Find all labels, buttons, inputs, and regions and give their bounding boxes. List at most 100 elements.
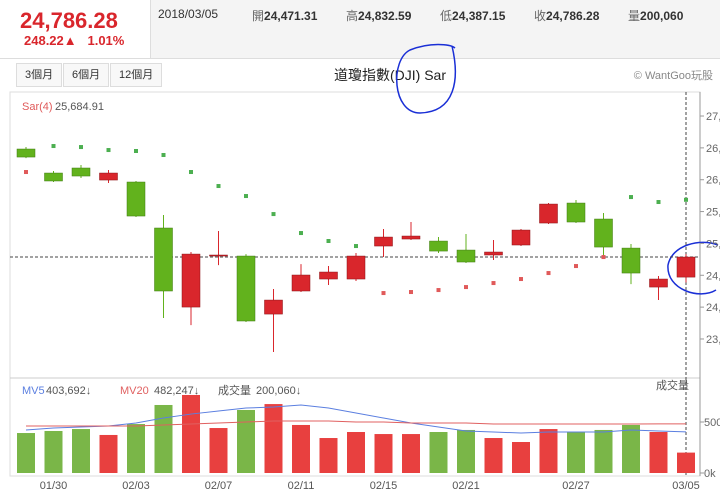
volume-bar bbox=[44, 430, 63, 473]
field-label: 開 bbox=[252, 9, 265, 23]
quote-field: 低24,387.15 bbox=[440, 7, 505, 24]
candle-body bbox=[319, 271, 338, 280]
sar-dot bbox=[491, 281, 496, 286]
y-tick-label: 500k bbox=[704, 417, 720, 429]
quote-field: 收24,786.28 bbox=[534, 7, 599, 24]
sar-dot bbox=[354, 244, 358, 249]
volume-bar bbox=[72, 429, 90, 473]
volume-bar bbox=[374, 434, 393, 473]
candle-body bbox=[181, 253, 201, 308]
volume-bar bbox=[319, 438, 338, 473]
sar-dot bbox=[464, 285, 468, 290]
y-tick-label: 26,500 bbox=[706, 143, 720, 155]
x-tick-label: 02/11 bbox=[288, 480, 315, 492]
sar-dot bbox=[189, 170, 193, 175]
candle-body bbox=[126, 181, 146, 217]
candle-body bbox=[346, 255, 366, 280]
volume-bar bbox=[209, 428, 228, 473]
volume-bar bbox=[567, 432, 585, 473]
price: 24,786.28 bbox=[20, 8, 118, 33]
range-button[interactable]: 6個月 bbox=[63, 63, 110, 87]
volume-bar bbox=[17, 433, 35, 473]
candle-body bbox=[621, 247, 641, 274]
sar-dot bbox=[409, 290, 413, 295]
change: 248.22▲ 1.01% bbox=[24, 33, 124, 48]
y-tick-label: 23,500 bbox=[706, 334, 720, 346]
volume-bar bbox=[539, 429, 558, 473]
candle-body bbox=[264, 299, 283, 315]
volume-bar bbox=[622, 424, 640, 473]
copyright: © WantGoo玩股 bbox=[634, 69, 713, 82]
volume-bar bbox=[237, 409, 255, 473]
sar-dot bbox=[519, 277, 523, 282]
y-tick-label: 26,000 bbox=[706, 175, 720, 187]
ma-legend-name: MV5 bbox=[22, 385, 45, 397]
candle-body bbox=[456, 249, 476, 263]
hand-annotation bbox=[667, 241, 719, 295]
volume-bar bbox=[594, 429, 613, 473]
field-label: 低 bbox=[440, 9, 453, 23]
sar-legend-value: 25,684.91 bbox=[55, 101, 104, 113]
sar-legend-name: Sar(4) bbox=[22, 101, 53, 113]
sar-dot bbox=[656, 200, 661, 205]
volume-bar bbox=[182, 394, 200, 473]
sar-dot bbox=[216, 184, 221, 189]
plot-frame bbox=[9, 91, 701, 477]
field-label: 高 bbox=[346, 9, 359, 23]
candle-body bbox=[209, 254, 228, 257]
sar-dot bbox=[381, 291, 386, 296]
candle-body bbox=[429, 240, 448, 252]
field-value: 24,786.28 bbox=[546, 9, 600, 23]
quote-header: 24,786.28 248.22▲ 1.01% 2018/03/05 開24,4… bbox=[0, 0, 720, 59]
hand-annotation bbox=[395, 43, 457, 114]
quote-date: 2018/03/05 bbox=[158, 7, 219, 21]
field-value: 24,387.15 bbox=[452, 9, 506, 23]
volume-bar bbox=[457, 429, 475, 473]
x-tick-label: 02/15 bbox=[370, 480, 398, 492]
volume-bar bbox=[402, 434, 420, 473]
field-value: 24,832.59 bbox=[358, 9, 412, 23]
candle-body bbox=[539, 203, 558, 224]
quote-field: 開24,471.31 bbox=[252, 7, 317, 24]
volume-bar bbox=[127, 424, 145, 473]
sar-dot bbox=[24, 170, 28, 175]
sar-dot bbox=[161, 153, 166, 158]
candle-body bbox=[401, 235, 421, 240]
candle-body bbox=[649, 278, 668, 288]
candle-body bbox=[71, 167, 91, 177]
field-value: 24,471.31 bbox=[264, 9, 318, 23]
volume-bar bbox=[99, 434, 118, 473]
volume-axis-label: 成交量 bbox=[656, 378, 689, 392]
volume-bar bbox=[154, 404, 173, 473]
field-label: 收 bbox=[534, 9, 547, 23]
sar-dot bbox=[601, 255, 606, 260]
chart-title: 道瓊指數(DJI) Sar bbox=[334, 67, 446, 83]
sar-dot bbox=[271, 212, 276, 217]
volume-bar bbox=[429, 432, 448, 473]
field-label: 量 bbox=[628, 9, 641, 23]
volume-legend-value: 200,060↓ bbox=[256, 385, 301, 397]
change-value: 248.22▲ bbox=[24, 33, 77, 48]
sar-dot bbox=[244, 194, 248, 199]
range-button[interactable]: 3個月 bbox=[16, 63, 63, 87]
y-tick-label: 0k bbox=[704, 468, 716, 480]
sar-dot bbox=[326, 239, 331, 244]
ma-line bbox=[25, 404, 687, 434]
volume-bar bbox=[292, 424, 310, 473]
x-tick-label: 02/03 bbox=[122, 480, 150, 492]
sar-dot bbox=[436, 288, 441, 293]
sar-dot bbox=[134, 148, 138, 153]
x-tick-label: 02/21 bbox=[452, 480, 480, 492]
x-tick-label: 03/05 bbox=[672, 480, 700, 492]
sar-dot bbox=[79, 145, 83, 150]
range-button[interactable]: 12個月 bbox=[110, 63, 163, 87]
volume-bar bbox=[347, 432, 365, 473]
y-tick-label: 24,500 bbox=[706, 270, 720, 282]
volume-bar bbox=[512, 442, 530, 473]
y-tick-label: 25,000 bbox=[706, 238, 720, 250]
volume-bar bbox=[677, 452, 695, 473]
volume-legend-name: 成交量 bbox=[218, 383, 251, 397]
sar-dot bbox=[574, 264, 578, 269]
candle-body bbox=[594, 218, 613, 248]
